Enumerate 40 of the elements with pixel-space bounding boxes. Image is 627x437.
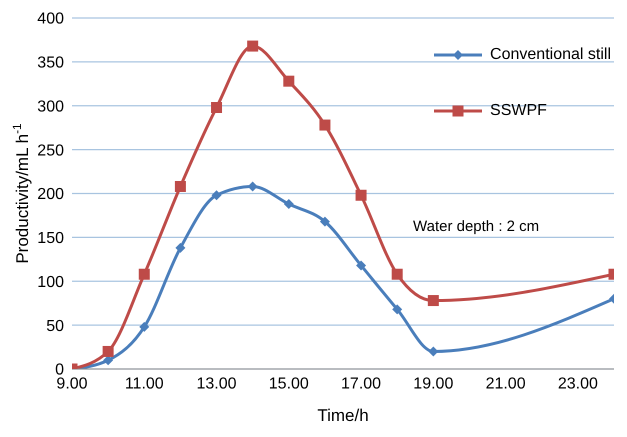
x-tick-label: 9.00 (56, 375, 88, 392)
y-tick-label: 200 (37, 186, 64, 204)
point (174, 180, 186, 192)
point (319, 120, 330, 131)
point (138, 268, 150, 280)
point (428, 346, 438, 356)
x-tick-label: 15.00 (268, 375, 309, 392)
point (320, 216, 330, 227)
point (248, 181, 258, 192)
point (283, 76, 294, 87)
legend-label: SSWPF (490, 102, 547, 120)
y-tick-label: 100 (37, 274, 64, 291)
y-tick-label: 400 (37, 10, 64, 28)
point (392, 304, 402, 314)
annotation: Water depth : 2 cm (413, 218, 540, 235)
point (212, 190, 222, 200)
y-tick-label: 250 (37, 142, 64, 160)
point (102, 346, 114, 357)
point (175, 242, 186, 253)
x-tick-label: 19.00 (413, 375, 454, 392)
point (284, 199, 294, 210)
point (247, 40, 258, 52)
y-tick-label: 350 (37, 54, 64, 72)
x-tick-label: 21.00 (486, 375, 526, 392)
y-tick-label: 300 (37, 98, 64, 116)
point (103, 355, 114, 366)
legend-label: Conventional still (490, 46, 611, 64)
point (211, 102, 222, 114)
point (356, 190, 367, 201)
point (139, 322, 150, 332)
x-tick-label: 13.00 (196, 375, 237, 392)
x-tick-label: 23.00 (558, 375, 598, 392)
point (356, 260, 366, 270)
x-tick-label: 17.00 (341, 375, 382, 392)
point (428, 295, 439, 306)
x-tick-label: 11.00 (124, 375, 164, 392)
x-axis-title: Time/h (317, 406, 369, 425)
y-tick-label: 50 (46, 318, 64, 335)
point (392, 268, 403, 280)
y-tick-label: 150 (37, 230, 64, 248)
